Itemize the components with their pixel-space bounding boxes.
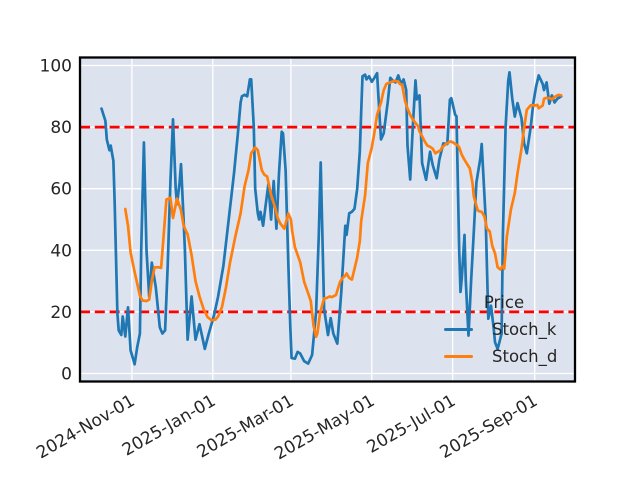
y-tick-label: 80 — [50, 118, 72, 138]
legend-title: Price — [483, 293, 525, 312]
y-tick-label: 100 — [40, 57, 72, 77]
y-tick-label: 0 — [61, 365, 72, 385]
stoch-d-line — [123, 79, 563, 339]
legend-label-stoch-k: Stoch_k — [492, 320, 557, 339]
stoch-k-legend-line-icon — [444, 328, 473, 331]
legend-item-stoch-d: Stoch_d — [444, 346, 564, 367]
legend: Price Stoch_k Stoch_d — [444, 292, 564, 367]
y-tick-label: 40 — [50, 241, 72, 261]
y-tick-label: 20 — [50, 303, 72, 323]
legend-label-stoch-d: Stoch_d — [492, 347, 558, 366]
stoch-k-line — [100, 70, 563, 366]
stoch-d-legend-line-icon — [444, 355, 473, 358]
legend-item-stoch-k: Stoch_k — [444, 319, 564, 340]
x-tick-label: 2024-Nov-01 — [33, 391, 138, 463]
y-tick-label: 60 — [50, 180, 72, 200]
axes-spines — [78, 56, 577, 383]
